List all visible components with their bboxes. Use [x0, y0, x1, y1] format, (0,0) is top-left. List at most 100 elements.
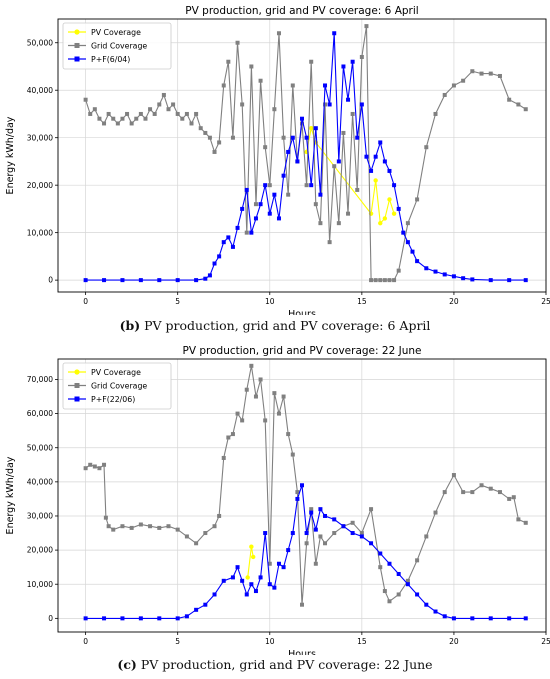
data-point [217, 140, 222, 145]
y-tick-label: 20,000 [27, 546, 53, 555]
chart-panel-6-april: PV production, grid and PV coverage: 6 A… [5, 5, 550, 333]
data-point [171, 102, 176, 107]
legend-label: PV Coverage [91, 28, 141, 37]
data-point [405, 578, 410, 583]
data-point [424, 602, 429, 607]
data-point [382, 589, 387, 594]
data-point [203, 130, 208, 135]
data-point [286, 192, 291, 197]
data-point [318, 534, 323, 539]
data-point [304, 541, 309, 546]
data-point [286, 149, 291, 154]
y-tick-label: 50,000 [27, 38, 53, 47]
y-axis-label: Energy kWh/day [5, 116, 16, 194]
data-point [451, 473, 456, 478]
data-point [207, 273, 212, 278]
data-point [212, 261, 217, 266]
data-point [263, 531, 268, 536]
data-point [369, 168, 374, 173]
data-point [267, 582, 272, 587]
data-point [251, 554, 256, 560]
data-point [175, 616, 180, 621]
data-point [138, 278, 143, 283]
legend-swatch-marker [74, 369, 80, 375]
data-point [207, 135, 212, 140]
data-point [415, 197, 420, 202]
y-tick-label: 50,000 [27, 443, 53, 452]
data-point [470, 69, 475, 74]
x-tick-label: 15 [357, 297, 367, 306]
data-point [497, 490, 502, 495]
legend-label: P+F(22/06) [91, 395, 135, 404]
legend-item-grid-coverage: Grid Coverage [68, 382, 147, 391]
data-point [235, 40, 240, 45]
data-point [470, 490, 475, 495]
data-point [378, 220, 383, 226]
data-point [396, 592, 401, 597]
data-point [240, 206, 245, 211]
data-point [92, 107, 97, 112]
data-point [405, 221, 410, 226]
data-point [83, 466, 88, 471]
data-point [194, 278, 199, 283]
series-pv-coverage [245, 544, 256, 580]
chart-22-june: PV production, grid and PV coverage: 22 … [5, 345, 550, 655]
data-point [442, 490, 447, 495]
data-point [286, 432, 291, 437]
data-point [281, 135, 286, 140]
data-point [249, 64, 254, 69]
data-point [249, 544, 254, 549]
x-tick-label: 5 [175, 637, 180, 646]
legend-item-p-f-6-04: P+F(6/04) [68, 55, 130, 64]
x-axis-label: Hours [288, 649, 316, 655]
data-point [83, 278, 88, 283]
data-point [318, 507, 323, 512]
data-point [111, 527, 116, 532]
data-point [332, 164, 337, 169]
data-point [497, 73, 502, 78]
data-point [129, 525, 134, 530]
data-point [221, 240, 226, 245]
data-point [341, 524, 346, 529]
data-point [461, 276, 466, 281]
data-point [461, 490, 466, 495]
data-point [470, 277, 475, 282]
x-tick-label: 20 [449, 637, 459, 646]
legend-swatch-marker [74, 56, 80, 62]
data-point [295, 496, 300, 501]
data-point [272, 391, 277, 396]
data-point [226, 59, 231, 64]
data-point [313, 202, 318, 207]
x-tick-label: 20 [449, 297, 459, 306]
data-point [184, 111, 189, 116]
data-point [405, 582, 410, 587]
data-point [433, 609, 438, 614]
data-point [424, 534, 429, 539]
plot-frame [57, 358, 547, 633]
data-point [263, 418, 268, 423]
data-point [258, 78, 263, 83]
chart-6-april: PV production, grid and PV coverage: 6 A… [5, 5, 550, 315]
data-point [267, 211, 272, 216]
x-tick-label: 25 [541, 297, 550, 306]
data-point [323, 513, 328, 518]
data-point [258, 377, 263, 382]
data-point [161, 92, 166, 97]
data-point [203, 531, 208, 536]
y-tick-label: 30,000 [27, 133, 53, 142]
data-point [442, 614, 447, 619]
data-point [253, 216, 258, 221]
data-point [433, 269, 438, 274]
data-point [212, 592, 217, 597]
data-point [332, 31, 337, 36]
data-point [309, 126, 314, 131]
data-point [300, 116, 304, 121]
data-point [387, 197, 392, 202]
data-point [511, 495, 516, 500]
data-point [523, 616, 528, 621]
data-point [235, 225, 240, 230]
data-point [332, 517, 337, 522]
data-point [442, 272, 447, 277]
legend-label: P+F(6/04) [91, 55, 130, 64]
series-line-pv-coverage [247, 546, 254, 578]
